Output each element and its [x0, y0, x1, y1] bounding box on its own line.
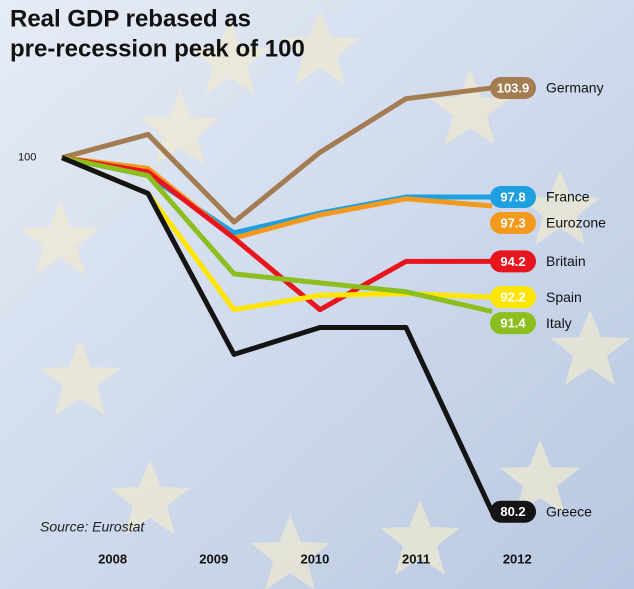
value-label: 80.2 [490, 500, 536, 523]
series-line [61, 155, 493, 314]
value-label: 97.8 [490, 186, 536, 209]
legend-label: Greece [546, 503, 592, 519]
value-label-text: 91.4 [500, 316, 526, 331]
value-label-box [490, 250, 536, 273]
value-label: 92.2 [490, 286, 536, 309]
source: Source: Eurostat [40, 519, 145, 535]
x-tick-label: 2009 [199, 551, 228, 566]
value-label-text: 97.8 [500, 189, 525, 204]
y-tick-label: 100 [18, 152, 36, 164]
series-line [61, 155, 493, 241]
value-label-box [490, 500, 536, 523]
legend-label: Spain [546, 289, 582, 305]
value-label: 103.9 [490, 76, 536, 99]
chart-title: Real GDP rebased as [10, 5, 251, 32]
series-line [61, 85, 493, 225]
value-label-text: 94.2 [500, 254, 525, 269]
value-label-text: 97.3 [500, 215, 525, 230]
value-label-box [490, 212, 536, 235]
value-label: 97.3 [490, 212, 536, 235]
value-label: 91.4 [490, 312, 536, 335]
value-label-box [490, 312, 536, 335]
x-tick-label: 2011 [402, 551, 430, 566]
value-label-box [490, 76, 536, 99]
legend-label: Italy [546, 315, 572, 331]
chart-title: pre-recession peak of 100 [10, 35, 305, 62]
value-label-box [490, 186, 536, 209]
x-tick-label: 2010 [300, 551, 329, 566]
value-label-text: 80.2 [500, 504, 525, 519]
x-tick-label: 2012 [503, 551, 532, 566]
legend-label: Germany [546, 80, 604, 96]
legend-label: France [546, 189, 590, 205]
value-label-text: 103.9 [497, 80, 530, 95]
series-line [61, 155, 495, 513]
x-tick-label: 2008 [98, 551, 127, 566]
value-label: 94.2 [490, 250, 536, 273]
legend-label: Britain [546, 253, 586, 269]
value-label-text: 92.2 [500, 290, 525, 305]
legend-label: Eurozone [546, 215, 606, 231]
series-line [61, 155, 492, 313]
value-label-box [490, 286, 536, 309]
